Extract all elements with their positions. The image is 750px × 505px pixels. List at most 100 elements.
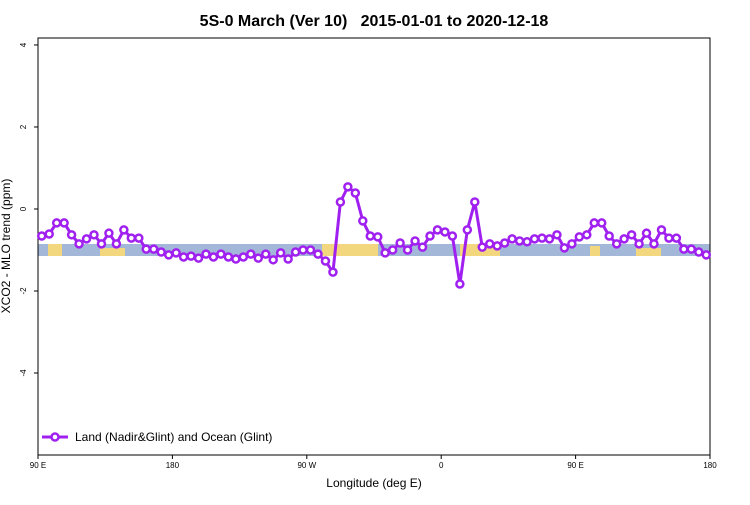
data-point (619, 234, 629, 244)
data-point (477, 242, 488, 252)
data-point (552, 230, 562, 240)
data-point (305, 245, 316, 255)
data-point (641, 228, 652, 238)
chart-title: 5S-0 March (Ver 10) 2015-01-01 to 2020-1… (200, 13, 549, 30)
data-point (268, 255, 278, 265)
data-point (529, 234, 540, 244)
x-tick-label: 90 E (567, 461, 583, 470)
data-point (649, 239, 659, 249)
data-point (611, 239, 622, 249)
data-point (36, 231, 47, 241)
y-tick-label: 2 (19, 124, 28, 129)
data-point (96, 239, 107, 249)
data-point (163, 250, 174, 260)
data-point (104, 228, 114, 238)
data-point (328, 267, 338, 277)
data-point (201, 249, 211, 259)
y-tick-label: -4 (19, 369, 28, 377)
x-tick-label: 180 (166, 461, 180, 470)
data-point (193, 253, 204, 263)
data-point (455, 279, 465, 289)
data-point (492, 241, 502, 251)
data-point (440, 227, 450, 237)
data-point (186, 251, 196, 261)
data-point (260, 249, 271, 259)
data-point (417, 242, 428, 252)
data-point (626, 230, 637, 240)
y-tick-label: -2 (19, 287, 28, 295)
data-point (686, 244, 697, 254)
legend-marker (50, 432, 60, 442)
data-point (238, 252, 249, 262)
data-point (582, 230, 592, 240)
data-point (425, 231, 435, 241)
data-point (387, 245, 398, 255)
data-point (522, 237, 532, 247)
data-point (514, 236, 525, 246)
data-point (74, 239, 84, 249)
data-point (111, 239, 122, 249)
data-point (89, 230, 99, 240)
data-point (701, 250, 712, 260)
data-point (380, 248, 390, 258)
data-point (298, 245, 308, 255)
data-point (671, 233, 682, 243)
data-point (320, 256, 331, 266)
data-point (119, 225, 129, 235)
data-point (694, 247, 704, 257)
data-point (59, 218, 69, 228)
data-point (283, 254, 293, 264)
data-point (171, 248, 181, 258)
data-point (246, 249, 256, 259)
data-point (507, 234, 517, 244)
data-point (402, 245, 413, 255)
data-point (432, 225, 443, 235)
data-point (51, 218, 62, 228)
data-point (604, 231, 614, 241)
data-point (559, 243, 570, 253)
data-point (223, 252, 234, 262)
x-tick-label: 0 (439, 461, 444, 470)
data-point (141, 244, 152, 254)
data-point (470, 197, 480, 207)
data-point (335, 197, 346, 207)
data-point (343, 182, 353, 192)
data-point (589, 218, 600, 228)
data-point (574, 232, 585, 242)
data-point (679, 244, 689, 254)
data-point (44, 229, 54, 239)
legend-label: Land (Nadir&Glint) and Ocean (Glint) (75, 430, 272, 444)
data-point (365, 231, 376, 241)
data-point (656, 225, 667, 235)
data-point (275, 248, 286, 258)
data-point (126, 233, 137, 243)
data-point (447, 231, 458, 241)
data-point (66, 230, 77, 240)
data-point (178, 252, 189, 262)
data-point (596, 218, 607, 228)
x-axis-label: Longitude (deg E) (326, 476, 421, 490)
data-point (81, 234, 92, 244)
data-point (544, 234, 555, 244)
y-tick-label: 0 (19, 206, 28, 211)
y-tick-label: 4 (19, 42, 28, 47)
data-point (208, 252, 219, 262)
y-axis-label: XCO2 - MLO trend (ppm) (0, 179, 13, 314)
data-point (358, 216, 368, 226)
data-point (148, 244, 159, 254)
data-point (313, 249, 323, 259)
data-point (462, 225, 473, 235)
data-point (231, 254, 241, 264)
data-point (499, 238, 510, 248)
data-point (410, 236, 420, 246)
data-point (567, 239, 577, 249)
data-point (395, 238, 405, 248)
data-point (484, 239, 495, 249)
x-tick-label: 90 W (297, 461, 316, 470)
data-point (216, 249, 226, 259)
data-point (253, 253, 264, 263)
data-point (290, 247, 301, 257)
land-ocean-strip (38, 244, 710, 256)
data-point (372, 232, 383, 242)
